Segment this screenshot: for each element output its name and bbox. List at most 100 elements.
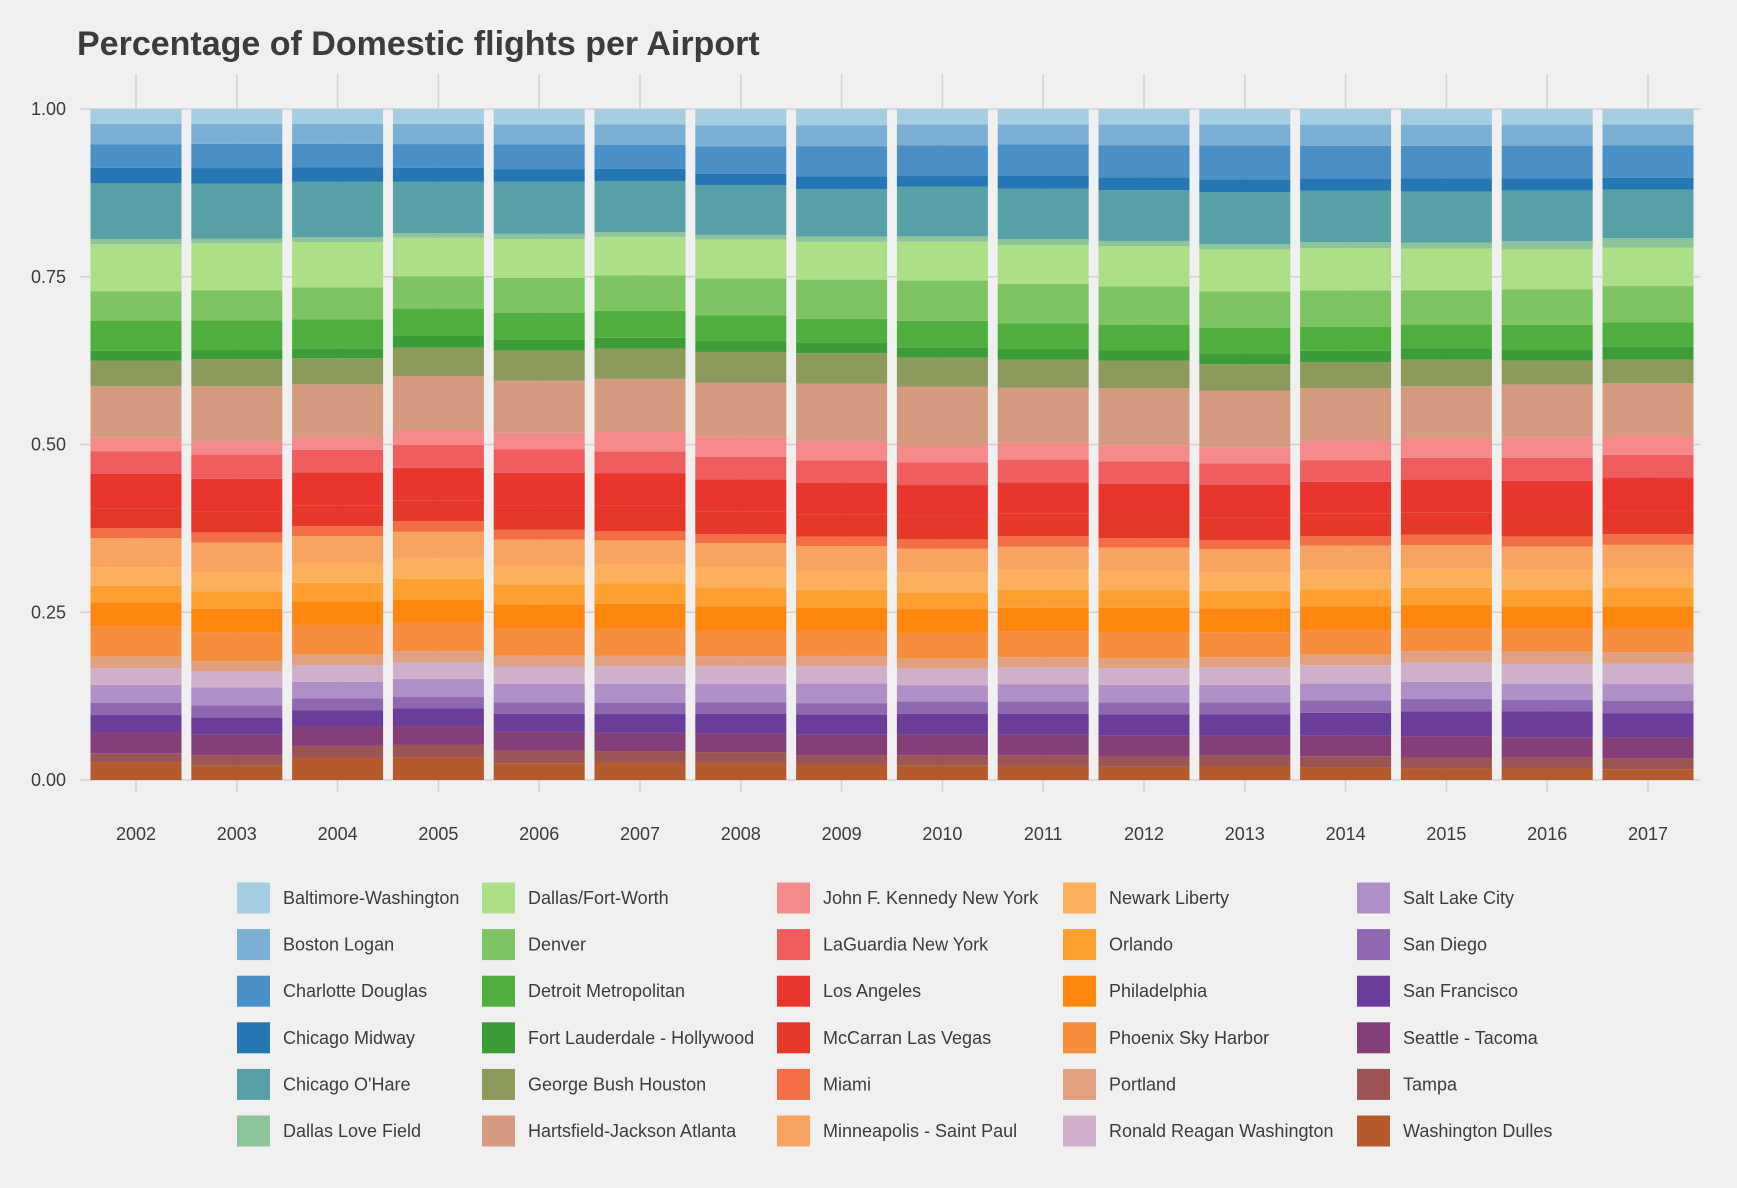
bar-segment: McCarran Las Vegas 2004: 0.031 xyxy=(292,505,384,527)
bar-segment: Orlando 2006: 0.03 xyxy=(493,584,585,605)
bar-segment: Minneapolis - Saint Paul 2012: 0.036 xyxy=(1098,547,1190,572)
bar-segment: Baltimore-Washington 2011: 0.023 xyxy=(997,109,1089,125)
bar-segment: Portland 2007: 0.016 xyxy=(594,655,686,667)
x-tick-label: 2003 xyxy=(217,824,257,844)
bar-segment: McCarran Las Vegas 2007: 0.038 xyxy=(594,505,686,531)
bar-segment: Minneapolis - Saint Paul 2010: 0.036 xyxy=(896,548,988,573)
bar-segment: San Diego 2009: 0.017 xyxy=(796,703,888,715)
bar-segment: Boston Logan 2006: 0.03 xyxy=(493,124,585,145)
bar-segment: Seattle - Tacoma 2014: 0.03 xyxy=(1300,735,1392,757)
bar-segment: Hartsfield-Jackson Atlanta 2011: 0.082 xyxy=(997,387,1089,443)
bar-segment: John F. Kennedy New York 2009: 0.028 xyxy=(796,441,888,461)
bar-segment: Hartsfield-Jackson Atlanta 2003: 0.082 xyxy=(191,386,283,442)
bar-segment: John F. Kennedy New York 2004: 0.02 xyxy=(292,436,384,450)
bar-segment: Boston Logan 2004: 0.03 xyxy=(292,123,384,144)
bar-segment: Orlando 2013: 0.026 xyxy=(1199,590,1291,609)
bar-segment: Seattle - Tacoma 2008: 0.028 xyxy=(695,733,787,753)
bar-segment: Detroit Metropolitan 2016: 0.036 xyxy=(1501,324,1593,350)
bar-segment: Phoenix Sky Harbor 2010: 0.039 xyxy=(896,632,988,659)
bar-segment: Minneapolis - Saint Paul 2011: 0.035 xyxy=(997,546,1089,571)
bar-segment: Los Angeles 2010: 0.047 xyxy=(896,485,988,517)
bar-segment: Minneapolis - Saint Paul 2007: 0.036 xyxy=(594,540,686,565)
bar-segment: Baltimore-Washington 2009: 0.024 xyxy=(796,109,888,126)
legend-swatch xyxy=(1063,1022,1096,1054)
bar-segment: Fort Lauderdale - Hollywood 2011: 0.016 xyxy=(997,348,1089,360)
bar-segment: McCarran Las Vegas 2014: 0.033 xyxy=(1300,513,1392,537)
bar-segment: George Bush Houston 2010: 0.043 xyxy=(896,357,988,387)
bar-segment: McCarran Las Vegas 2013: 0.034 xyxy=(1199,517,1291,541)
bar-segment: Portland 2004: 0.016 xyxy=(292,654,384,666)
bar-segment: Philadelphia 2015: 0.034 xyxy=(1400,604,1492,629)
bar-segment: Washington Dulles 2006: 0.025 xyxy=(493,763,585,780)
bar-segment: LaGuardia New York 2012: 0.034 xyxy=(1098,461,1190,485)
bar-segment: Ronald Reagan Washington 2002: 0.025 xyxy=(90,668,182,685)
bar-segment: Minneapolis - Saint Paul 2013: 0.035 xyxy=(1199,549,1291,573)
bar-segment: Hartsfield-Jackson Atlanta 2016: 0.078 xyxy=(1501,384,1593,438)
bar-segment: Los Angeles 2007: 0.048 xyxy=(594,473,686,506)
bar-segment: Dallas Love Field 2011: 0.009 xyxy=(997,239,1089,246)
bar-segment: Ronald Reagan Washington 2007: 0.026 xyxy=(594,666,686,684)
bar-segment: Tampa 2006: 0.019 xyxy=(493,750,585,764)
bar-segment: McCarran Las Vegas 2006: 0.036 xyxy=(493,505,585,530)
legend-label: Chicago O'Hare xyxy=(283,1074,411,1094)
legend-swatch xyxy=(482,1068,515,1100)
bar-segment: Dallas/Fort-Worth 2003: 0.07 xyxy=(191,243,283,291)
bar-segment: Hartsfield-Jackson Atlanta 2012: 0.085 xyxy=(1098,388,1190,446)
bar-segment: George Bush Houston 2009: 0.045 xyxy=(796,353,888,384)
bar-segment: Baltimore-Washington 2012: 0.023 xyxy=(1098,109,1190,125)
bar-segment: Philadelphia 2010: 0.035 xyxy=(896,609,988,633)
bar-segment: Newark Liberty 2005: 0.03 xyxy=(392,558,484,580)
bar-segment: Charlotte Douglas 2013: 0.05 xyxy=(1199,145,1291,180)
bar-segment: Orlando 2005: 0.03 xyxy=(392,579,484,600)
bar-segment: Charlotte Douglas 2007: 0.036 xyxy=(594,144,686,169)
bar-segment: San Francisco 2013: 0.031 xyxy=(1199,714,1291,736)
bar-segment: Baltimore-Washington 2010: 0.023 xyxy=(896,109,988,125)
bar-segment: Tampa 2017: 0.016 xyxy=(1602,758,1694,770)
bar-segment: Ronald Reagan Washington 2004: 0.025 xyxy=(292,665,384,682)
bar-segment: Chicago Midway 2007: 0.018 xyxy=(594,168,686,182)
bar-segment: Los Angeles 2002: 0.051 xyxy=(90,473,182,509)
bar-segment: Philadelphia 2005: 0.035 xyxy=(392,599,484,623)
bar-segment: Washington Dulles 2014: 0.019 xyxy=(1300,767,1392,780)
bar-segment: Chicago Midway 2003: 0.023 xyxy=(191,168,283,184)
bar-segment: Detroit Metropolitan 2007: 0.04 xyxy=(594,310,686,338)
bar-segment: Philadelphia 2003: 0.035 xyxy=(191,608,283,633)
bar-segment: Los Angeles 2006: 0.049 xyxy=(493,472,585,506)
bar-segment: Chicago O'Hare 2003: 0.082 xyxy=(191,183,283,239)
bar-segment: Dallas/Fort-Worth 2005: 0.057 xyxy=(392,237,484,277)
bar-segment: Los Angeles 2004: 0.049 xyxy=(292,472,384,506)
bar-segment: Washington Dulles 2017: 0.016 xyxy=(1602,769,1694,780)
x-tick-label: 2015 xyxy=(1426,824,1466,844)
bar-segment: Los Angeles 2016: 0.049 xyxy=(1501,480,1593,515)
bar-segment: Salt Lake City 2002: 0.027 xyxy=(90,684,182,703)
bar-segment: Miami 2009: 0.014 xyxy=(796,536,888,546)
bar-segment: Chicago O'Hare 2014: 0.076 xyxy=(1300,190,1392,243)
bar-segment: Newark Liberty 2017: 0.028 xyxy=(1602,568,1694,588)
bar-segment: LaGuardia New York 2003: 0.036 xyxy=(191,454,283,479)
bar-segment: San Francisco 2005: 0.026 xyxy=(392,708,484,727)
legend-swatch xyxy=(777,975,810,1007)
bar-segment: Boston Logan 2003: 0.03 xyxy=(191,123,283,144)
bar-segment: George Bush Houston 2005: 0.042 xyxy=(392,347,484,377)
bar-segment: Hartsfield-Jackson Atlanta 2014: 0.077 xyxy=(1300,388,1392,441)
x-tick-label: 2017 xyxy=(1628,824,1668,844)
bar-segment: Fort Lauderdale - Hollywood 2009: 0.015 xyxy=(796,343,888,354)
bar-segment: Chicago O'Hare 2007: 0.076 xyxy=(594,181,686,233)
bar-segment: Charlotte Douglas 2002: 0.035 xyxy=(90,144,182,168)
bar-segment: Denver 2014: 0.054 xyxy=(1300,290,1392,328)
y-axis: 0.00 0.25 0.50 0.75 1.00 xyxy=(31,99,66,790)
bar-segment: LaGuardia New York 2002: 0.034 xyxy=(90,451,182,474)
bar-segment: Salt Lake City 2017: 0.025 xyxy=(1602,684,1694,701)
bar-segment: McCarran Las Vegas 2012: 0.034 xyxy=(1098,515,1190,539)
bar-segment: McCarran Las Vegas 2009: 0.033 xyxy=(796,514,888,537)
bar-segment: San Francisco 2008: 0.028 xyxy=(695,713,787,734)
bar-segment: George Bush Houston 2012: 0.041 xyxy=(1098,360,1190,389)
bar-segment: San Diego 2002: 0.018 xyxy=(90,702,182,716)
bar-segment: Miami 2015: 0.015 xyxy=(1400,534,1492,545)
legend-swatch xyxy=(1063,1115,1096,1147)
bar-segment: Fort Lauderdale - Hollywood 2006: 0.017 xyxy=(493,339,585,351)
bar-segment: LaGuardia New York 2009: 0.033 xyxy=(796,460,888,483)
bar-segment: Washington Dulles 2002: 0.026 xyxy=(90,762,182,780)
bar-segment: Chicago O'Hare 2002: 0.083 xyxy=(90,183,182,239)
bar-segment: Newark Liberty 2013: 0.027 xyxy=(1199,572,1291,591)
